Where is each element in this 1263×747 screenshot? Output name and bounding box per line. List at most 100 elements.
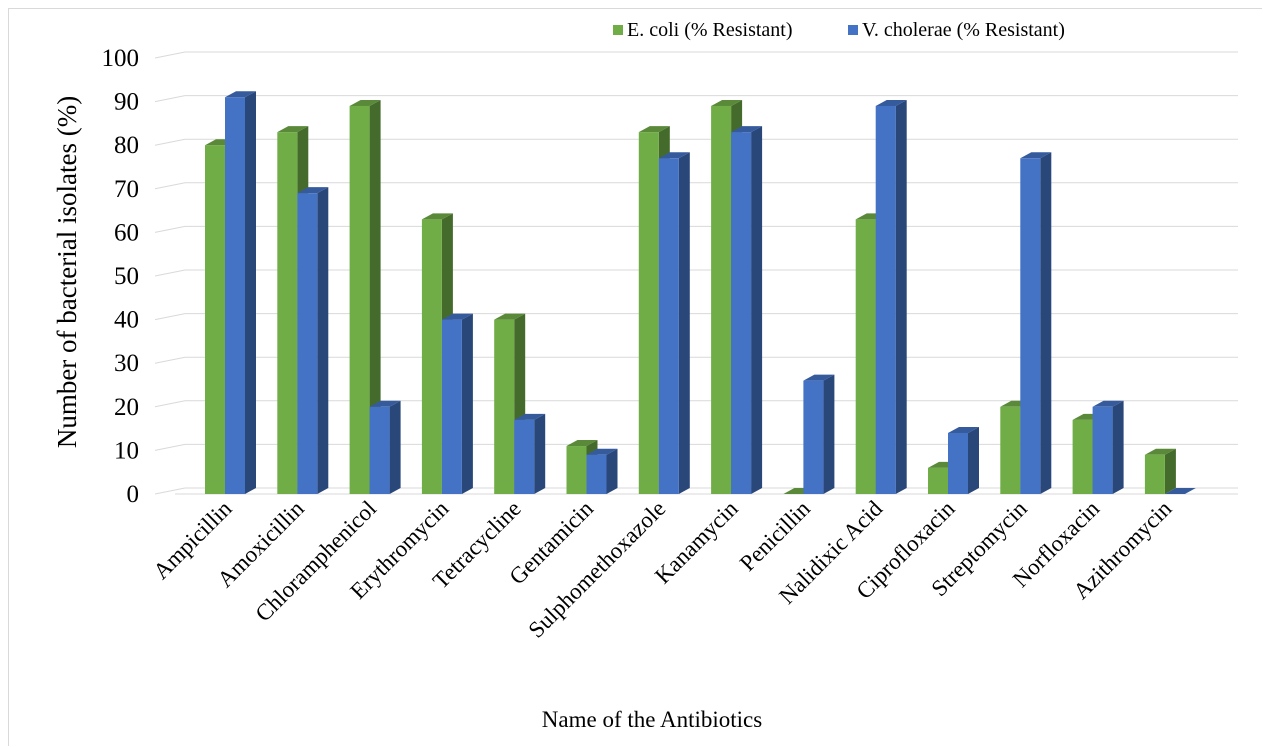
y-tick-label: 30 — [114, 350, 139, 377]
x-axis-label: Name of the Antibiotics — [542, 707, 762, 732]
bar-top — [421, 213, 453, 220]
bar-side — [1164, 448, 1176, 494]
bar-front — [1020, 158, 1041, 494]
bar-side — [1112, 400, 1124, 494]
bar — [514, 413, 546, 494]
bar-front — [1000, 406, 1021, 494]
bar-front — [855, 219, 876, 494]
bar-side — [1040, 152, 1052, 494]
chart-frame — [8, 8, 1262, 746]
bar-top — [803, 374, 835, 381]
bar-front — [586, 454, 607, 494]
legend-item: E. coli (% Resistant) — [613, 19, 793, 41]
bar-front — [1144, 454, 1165, 494]
legend-swatch — [613, 25, 623, 35]
bar-top — [1144, 448, 1176, 455]
bar-top — [1020, 152, 1052, 159]
bar-front — [566, 446, 587, 494]
bar-front — [297, 193, 318, 494]
gridline-diagonal — [154, 356, 186, 364]
bar-top — [731, 126, 763, 133]
bar-top — [494, 313, 526, 320]
bar-front — [928, 467, 948, 494]
bar — [948, 426, 979, 494]
gridline-diagonal — [154, 95, 186, 103]
bar-side — [968, 426, 979, 494]
bar-side — [461, 313, 473, 494]
bar-top — [586, 448, 618, 455]
bar-side — [245, 91, 256, 495]
bar-side — [895, 99, 907, 495]
bar-side — [823, 374, 835, 494]
bar-top — [948, 426, 979, 433]
gridline-diagonal — [154, 443, 186, 451]
bar-front — [1092, 406, 1113, 494]
y-tick-label: 10 — [114, 437, 139, 464]
bar-top — [658, 152, 690, 159]
x-tick-labels: AmpicillinAmoxicillinChloramphenicolEryt… — [148, 496, 1176, 643]
gridline-diagonal — [154, 225, 186, 233]
gridline-diagonal — [154, 51, 186, 59]
bar-side — [317, 187, 329, 494]
y-axis-label: Number of bacterial isolates (%) — [52, 96, 82, 448]
bar-side — [606, 448, 618, 494]
bar-front — [711, 105, 732, 495]
bar-side — [389, 400, 401, 494]
bar — [586, 448, 618, 494]
bar — [1144, 448, 1176, 494]
bar-top — [277, 126, 309, 133]
bar-side — [534, 413, 546, 494]
bar — [349, 99, 381, 495]
y-tick-label: 50 — [114, 263, 139, 290]
bar-top — [875, 99, 907, 106]
bar-front — [225, 97, 245, 495]
gridline-diagonal — [154, 313, 186, 321]
bar-top — [566, 440, 598, 447]
y-tick-labels: 0 10 20 30 40 50 60 70 80 90 100 — [102, 45, 140, 508]
bar-front — [875, 105, 896, 495]
legend-swatch — [848, 25, 858, 35]
gridline-diagonal — [154, 138, 186, 146]
bars — [205, 91, 1196, 495]
bar — [225, 91, 256, 495]
bar — [1092, 400, 1124, 494]
y-tick-label: 90 — [114, 89, 139, 116]
bar-front — [494, 319, 515, 494]
bar-top — [514, 413, 546, 420]
y-tick-label: 0 — [127, 481, 140, 508]
x-tick-label: Sulphomethoxazole — [523, 496, 670, 643]
bar-front — [349, 105, 370, 495]
bar-front — [277, 132, 298, 494]
bar — [1020, 152, 1052, 494]
bar — [1164, 488, 1196, 494]
bar-side — [678, 152, 690, 494]
bar-top — [225, 91, 256, 98]
bar-top — [638, 126, 670, 133]
bar-front — [514, 419, 535, 494]
bar-top — [1092, 400, 1124, 407]
gridline-diagonal — [154, 269, 186, 277]
bar-top — [297, 187, 329, 194]
y-tick-label: 70 — [114, 176, 139, 203]
legend-label: V. cholerae (% Resistant) — [862, 19, 1065, 41]
bar-front — [421, 219, 442, 494]
bar-top — [711, 99, 743, 106]
bar-front — [441, 319, 462, 494]
bar-front — [803, 380, 824, 494]
bar-front — [731, 132, 752, 494]
gridline-diagonal — [154, 487, 186, 495]
y-tick-label: 80 — [114, 132, 139, 159]
y-tick-label: 20 — [114, 394, 139, 421]
y-tick-label: 100 — [102, 45, 140, 72]
bar-front — [1072, 419, 1093, 494]
bar-front — [205, 145, 225, 494]
y-tick-label: 60 — [114, 219, 139, 246]
bar — [875, 99, 907, 495]
bar-front — [638, 132, 659, 494]
bar-top — [349, 99, 381, 106]
bar-front — [369, 406, 390, 494]
x-tick-label: Chloramphenicol — [251, 496, 382, 627]
bar-front — [948, 432, 968, 494]
